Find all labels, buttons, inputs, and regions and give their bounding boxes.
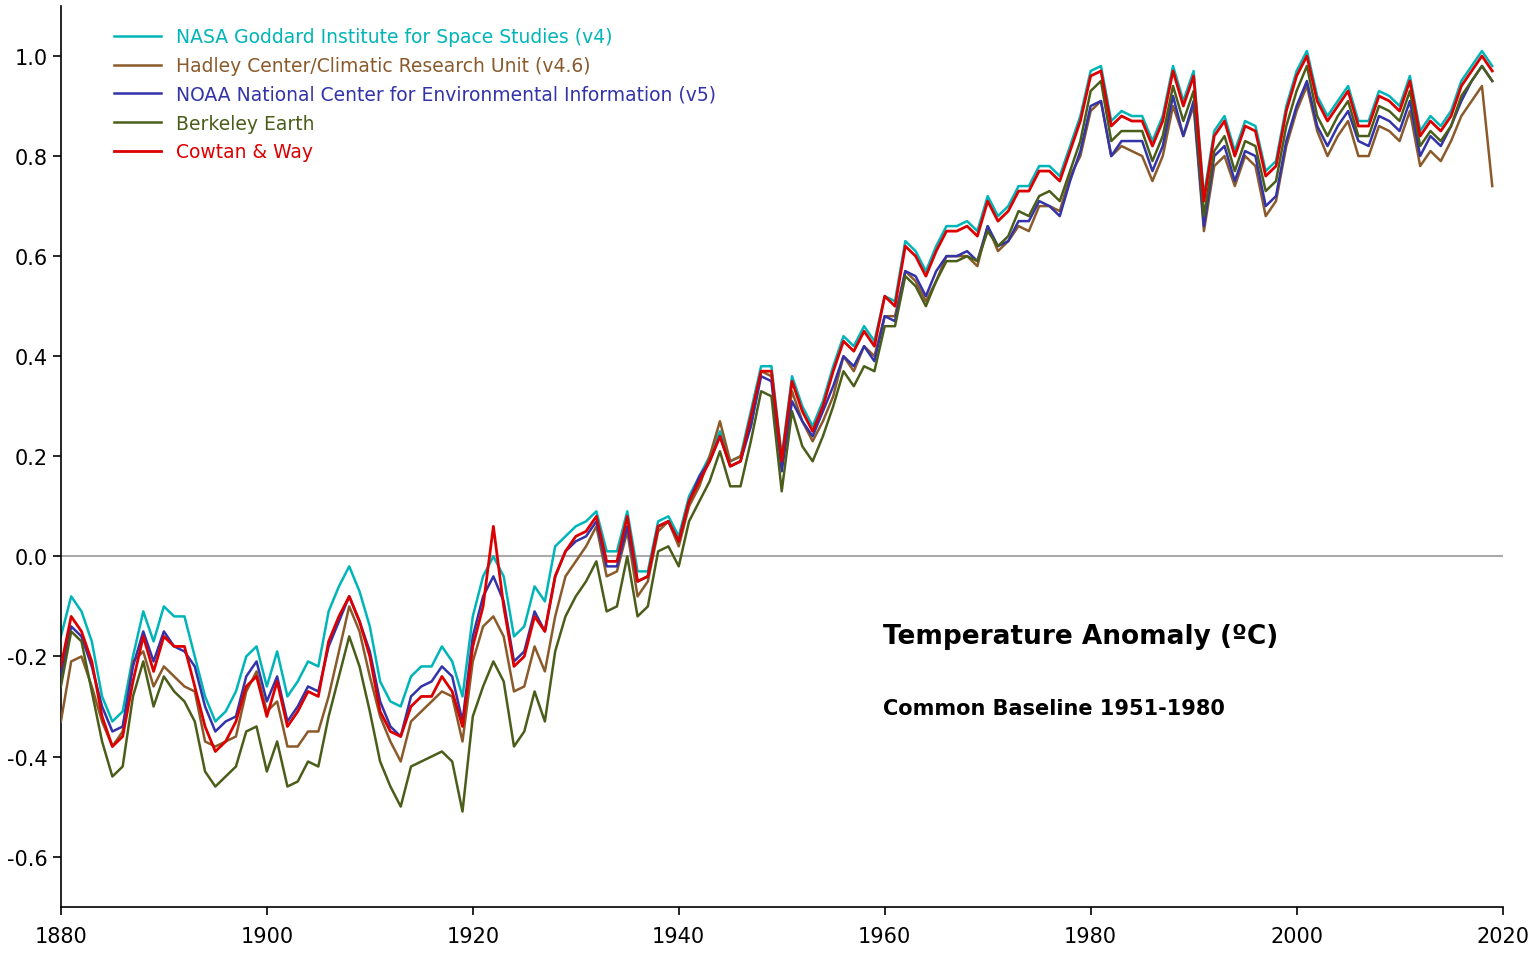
NOAA National Center for Environmental Information (v5) — [773, 466, 791, 477]
Berkeley Earth — [659, 541, 677, 553]
NASA Goddard Institute for Space Studies (v4) — [103, 716, 121, 727]
Line: Berkeley Earth: Berkeley Earth — [61, 67, 1493, 812]
NASA Goddard Institute for Space Studies (v4) — [1484, 61, 1502, 72]
NASA Goddard Institute for Space Studies (v4) — [319, 606, 338, 618]
NOAA National Center for Environmental Information (v5) — [659, 517, 677, 528]
NOAA National Center for Environmental Information (v5) — [134, 626, 152, 638]
Cowtan & Way — [134, 631, 152, 642]
NOAA National Center for Environmental Information (v5) — [52, 671, 71, 682]
Line: NASA Goddard Institute for Space Studies (v4): NASA Goddard Institute for Space Studies… — [61, 51, 1493, 721]
Berkeley Earth — [309, 761, 327, 773]
Text: Temperature Anomaly (ºC): Temperature Anomaly (ºC) — [883, 624, 1278, 650]
Berkeley Earth — [134, 656, 152, 667]
Cowtan & Way — [319, 636, 338, 647]
Line: Cowtan & Way: Cowtan & Way — [61, 57, 1493, 752]
Hadley Center/Climatic Research Unit (v4.6) — [659, 517, 677, 528]
NOAA National Center for Environmental Information (v5) — [103, 726, 121, 738]
Berkeley Earth — [1484, 76, 1502, 88]
Hadley Center/Climatic Research Unit (v4.6) — [195, 736, 214, 747]
Text: Common Baseline 1951-1980: Common Baseline 1951-1980 — [883, 699, 1224, 719]
Berkeley Earth — [1298, 61, 1316, 72]
Cowtan & Way — [773, 456, 791, 468]
Hadley Center/Climatic Research Unit (v4.6) — [1298, 81, 1316, 92]
Hadley Center/Climatic Research Unit (v4.6) — [309, 726, 327, 738]
Hadley Center/Climatic Research Unit (v4.6) — [52, 716, 71, 727]
NASA Goddard Institute for Space Studies (v4) — [114, 706, 132, 718]
Berkeley Earth — [453, 806, 472, 818]
Line: NOAA National Center for Environmental Information (v5): NOAA National Center for Environmental I… — [61, 67, 1493, 737]
Hadley Center/Climatic Research Unit (v4.6) — [773, 456, 791, 468]
Cowtan & Way — [52, 661, 71, 673]
NOAA National Center for Environmental Information (v5) — [195, 701, 214, 713]
Berkeley Earth — [52, 681, 71, 693]
NASA Goddard Institute for Space Studies (v4) — [773, 451, 791, 462]
Cowtan & Way — [103, 741, 121, 753]
Cowtan & Way — [206, 746, 224, 758]
Hadley Center/Climatic Research Unit (v4.6) — [103, 741, 121, 753]
NASA Goddard Institute for Space Studies (v4) — [52, 631, 71, 642]
NASA Goddard Institute for Space Studies (v4) — [659, 511, 677, 522]
NOAA National Center for Environmental Information (v5) — [1473, 61, 1491, 72]
Hadley Center/Climatic Research Unit (v4.6) — [134, 646, 152, 658]
Cowtan & Way — [659, 517, 677, 528]
Berkeley Earth — [103, 771, 121, 782]
NOAA National Center for Environmental Information (v5) — [392, 731, 410, 742]
Line: Hadley Center/Climatic Research Unit (v4.6): Hadley Center/Climatic Research Unit (v4… — [61, 87, 1493, 761]
NOAA National Center for Environmental Information (v5) — [309, 686, 327, 698]
NOAA National Center for Environmental Information (v5) — [1484, 76, 1502, 88]
Cowtan & Way — [1298, 51, 1316, 63]
Legend: NASA Goddard Institute for Space Studies (v4), Hadley Center/Climatic Research U: NASA Goddard Institute for Space Studies… — [106, 21, 723, 170]
Hadley Center/Climatic Research Unit (v4.6) — [392, 756, 410, 767]
NASA Goddard Institute for Space Studies (v4) — [1298, 46, 1316, 57]
Hadley Center/Climatic Research Unit (v4.6) — [1484, 181, 1502, 193]
NASA Goddard Institute for Space Studies (v4) — [206, 716, 224, 727]
Cowtan & Way — [1484, 66, 1502, 77]
Berkeley Earth — [195, 766, 214, 778]
NASA Goddard Institute for Space Studies (v4) — [144, 636, 163, 647]
Cowtan & Way — [195, 721, 214, 733]
Berkeley Earth — [773, 486, 791, 497]
